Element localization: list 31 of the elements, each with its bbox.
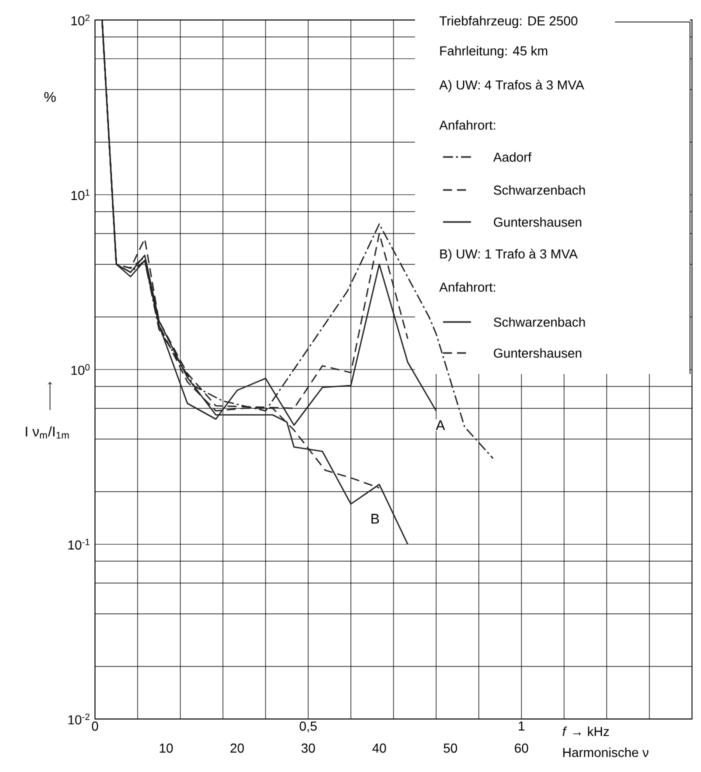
y-tick-label: 10$^{-2}$ bbox=[68, 714, 90, 724]
annotation: Fahrleitung: 45 km bbox=[440, 46, 548, 58]
annotation: Anfahrort: bbox=[439, 282, 496, 292]
legend-label: Aadorf bbox=[493, 152, 532, 162]
x2-tick-label: 0,5 bbox=[300, 722, 317, 732]
x-axis-title: Harmonische ν bbox=[563, 748, 648, 758]
x2-tick-label: 1 bbox=[518, 722, 524, 730]
annotation: B) UW: 1 Trafo à 3 MVA bbox=[440, 248, 578, 262]
annotation: Anfahrort: bbox=[439, 120, 496, 130]
x-tick-label: 50 bbox=[444, 744, 458, 753]
y-tick-label: 10$^{2}$ bbox=[71, 14, 90, 26]
legend-label: Schwarzenbach bbox=[494, 317, 585, 327]
annotation: B bbox=[372, 514, 379, 524]
x-tick-label: 10 bbox=[160, 744, 173, 753]
legend-label: Guntershausen bbox=[494, 348, 582, 358]
annotation: Triebfahrzeug: DE 2500 bbox=[440, 16, 578, 28]
y-tick-label: 10$^{0}$ bbox=[71, 364, 90, 375]
text: % bbox=[44, 92, 56, 102]
x-tick-label: 20 bbox=[230, 744, 244, 753]
x-tick-label: 60 bbox=[514, 744, 528, 753]
annotation: A bbox=[436, 420, 446, 430]
x-tick-label: 30 bbox=[301, 744, 315, 753]
legend-label: Guntershausen bbox=[494, 217, 582, 227]
x-tick-label: 40 bbox=[372, 744, 386, 753]
x2-tick-label: 0 bbox=[92, 722, 98, 731]
legend-label: Schwarzenbach bbox=[494, 185, 585, 195]
annotation: A) UW: 4 Trafos à 3 MVA bbox=[439, 80, 584, 92]
y-tick-label: 10$^{1}$ bbox=[71, 189, 90, 200]
y-tick-label: 10$^{-1}$ bbox=[68, 538, 90, 550]
y-axis-title: I ν$_{m}$/I$_{1m}$ bbox=[26, 426, 69, 439]
x2-axis-title: f → kHz bbox=[562, 726, 609, 736]
